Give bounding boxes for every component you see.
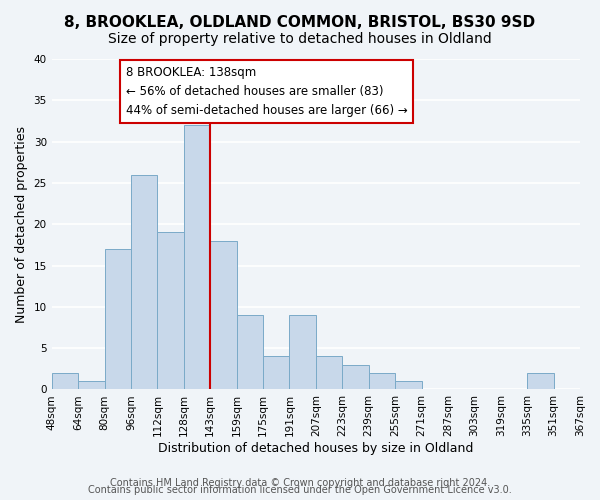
- Bar: [527, 373, 554, 390]
- Bar: [316, 356, 342, 390]
- Bar: [342, 364, 368, 390]
- Text: 8 BROOKLEA: 138sqm
← 56% of detached houses are smaller (83)
44% of semi-detache: 8 BROOKLEA: 138sqm ← 56% of detached hou…: [125, 66, 407, 116]
- Bar: [52, 373, 78, 390]
- Bar: [131, 174, 157, 390]
- X-axis label: Distribution of detached houses by size in Oldland: Distribution of detached houses by size …: [158, 442, 473, 455]
- Text: 8, BROOKLEA, OLDLAND COMMON, BRISTOL, BS30 9SD: 8, BROOKLEA, OLDLAND COMMON, BRISTOL, BS…: [64, 15, 536, 30]
- Bar: [78, 381, 104, 390]
- Bar: [210, 241, 236, 390]
- Y-axis label: Number of detached properties: Number of detached properties: [15, 126, 28, 322]
- Bar: [157, 232, 184, 390]
- Bar: [236, 315, 263, 390]
- Bar: [368, 373, 395, 390]
- Bar: [104, 249, 131, 390]
- Text: Contains HM Land Registry data © Crown copyright and database right 2024.: Contains HM Land Registry data © Crown c…: [110, 478, 490, 488]
- Bar: [289, 315, 316, 390]
- Text: Contains public sector information licensed under the Open Government Licence v3: Contains public sector information licen…: [88, 485, 512, 495]
- Bar: [263, 356, 289, 390]
- Bar: [395, 381, 421, 390]
- Bar: [184, 125, 210, 390]
- Text: Size of property relative to detached houses in Oldland: Size of property relative to detached ho…: [108, 32, 492, 46]
